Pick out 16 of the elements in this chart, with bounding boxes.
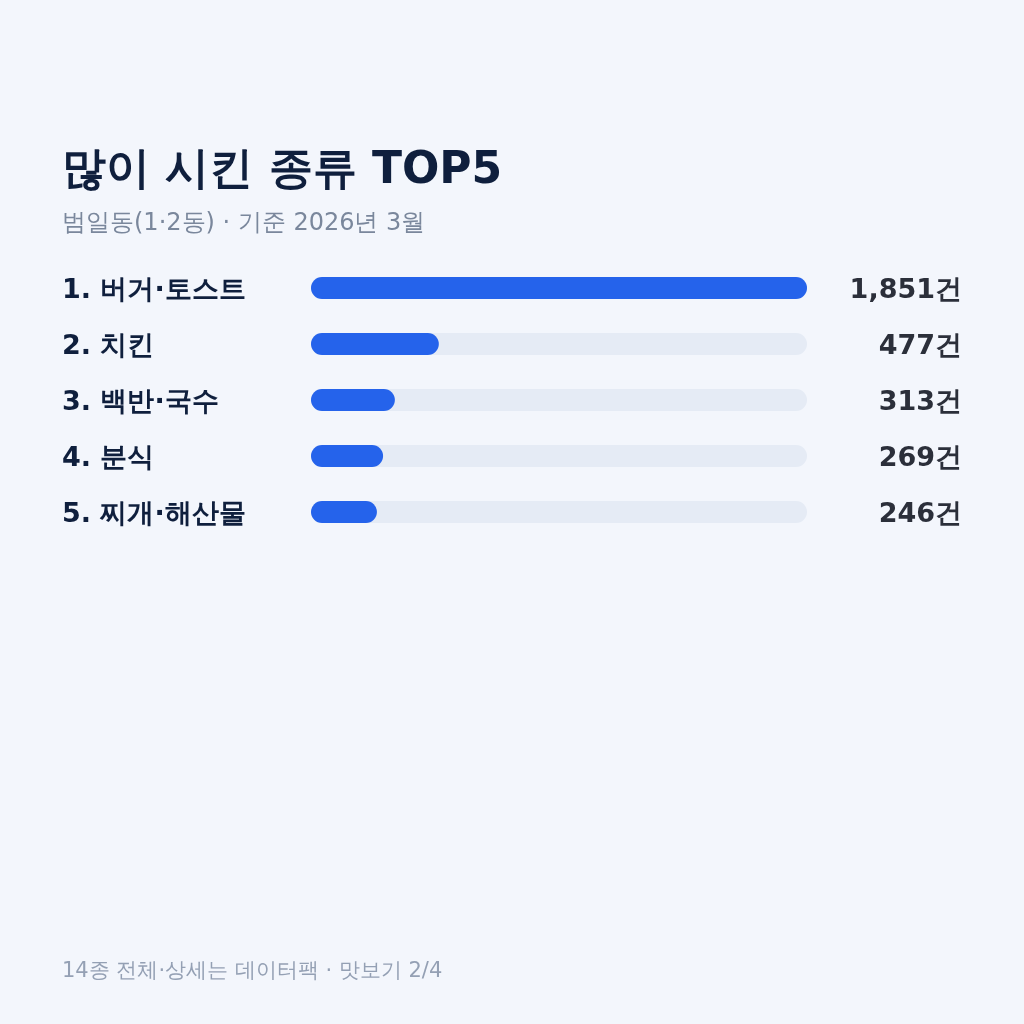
y-tick-label: 5. 찌개·해산물 — [62, 497, 246, 528]
data-label: 477건 — [878, 329, 962, 360]
data-label: 1,851건 — [849, 273, 962, 304]
y-tick-label: 1. 버거·토스트 — [62, 273, 246, 304]
data-label: 313건 — [878, 385, 962, 416]
bar — [311, 389, 395, 411]
chart-subtitle: 범일동(1·2동) · 기준 2026년 3월 — [62, 208, 426, 236]
chart-title: 많이 시킨 종류 TOP5 — [62, 142, 503, 193]
y-tick-label: 4. 분식 — [62, 441, 155, 472]
data-label: 269건 — [878, 441, 962, 472]
y-tick-label: 3. 백반·국수 — [62, 385, 219, 416]
bar — [311, 501, 377, 523]
bar — [311, 445, 384, 467]
text: 14종 전체·상세는 데이터팩 · 맛보기 2/4 — [62, 958, 443, 982]
data-label: 246건 — [878, 497, 962, 528]
y-tick-label: 2. 치킨 — [62, 329, 155, 360]
